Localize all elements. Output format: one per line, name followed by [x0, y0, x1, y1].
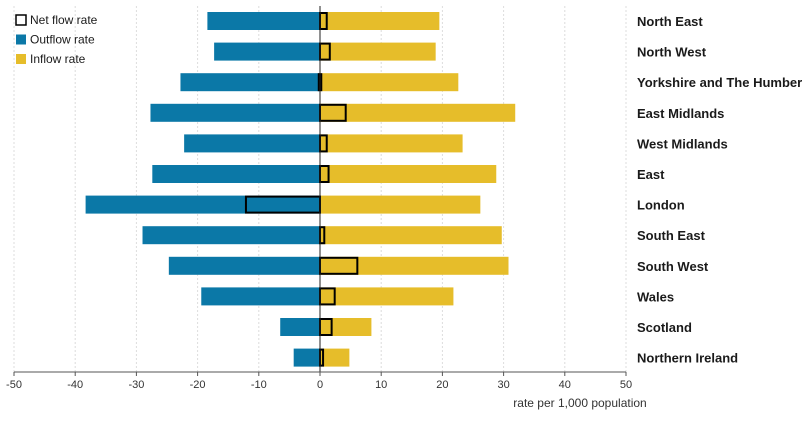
outflow-bar [184, 134, 320, 153]
region-label: Yorkshire and The Humber [637, 75, 802, 90]
inflow-bar [320, 73, 459, 92]
x-axis: -50 -40 -30 -20 -10 0 10 20 30 40 50 [6, 6, 632, 391]
net-flow-bar [319, 318, 333, 336]
x-tick-label: -30 [128, 379, 144, 391]
region-label: West Midlands [637, 136, 728, 151]
legend-net-flow-swatch [15, 14, 27, 26]
outflow-bar [207, 12, 320, 30]
legend-inflow-swatch [16, 54, 26, 64]
x-axis-title: rate per 1,000 population [513, 396, 646, 410]
legend-outflow-swatch [16, 34, 26, 45]
legend-net-flow-label: Net flow rate [30, 13, 98, 27]
outflow-bar [152, 165, 320, 183]
inflow-bar [320, 195, 481, 214]
net-flow-bar [319, 287, 336, 306]
x-tick-label: -50 [6, 379, 22, 391]
net-flow-bar [319, 103, 347, 122]
region-label: South East [637, 228, 706, 243]
legend: Net flow rate Outflow rate Inflow rate [15, 13, 98, 66]
inflow-bar [320, 12, 440, 30]
x-tick-label: -10 [251, 379, 267, 391]
region-label: South West [637, 259, 709, 274]
bars [85, 12, 516, 367]
legend-outflow-label: Outflow rate [30, 33, 95, 47]
outflow-bar [150, 103, 320, 122]
net-flow-bar [319, 165, 330, 183]
inflow-bar [320, 134, 463, 153]
inflow-bar [320, 165, 497, 183]
inflow-bar [320, 226, 502, 245]
net-flow-bar [319, 134, 328, 153]
inflow-bar [320, 42, 436, 61]
net-flow-bar [319, 256, 359, 275]
region-label: Wales [637, 289, 674, 304]
outflow-bar [142, 226, 320, 245]
region-labels: North East North West Yorkshire and The Hu… [637, 14, 802, 366]
region-label: Scotland [637, 320, 692, 335]
outflow-bar [180, 73, 320, 92]
inflow-bar [320, 103, 516, 122]
region-label: London [637, 198, 685, 213]
x-tick-label: 0 [317, 379, 323, 391]
net-flow-bar [319, 42, 331, 61]
inflow-bar [320, 287, 454, 306]
x-tick-label: 40 [559, 379, 571, 391]
x-tick-label: -40 [67, 379, 83, 391]
x-tick-label: 30 [497, 379, 509, 391]
region-label: North West [637, 45, 707, 60]
outflow-bar [280, 318, 320, 336]
outflow-bar [168, 256, 320, 275]
outflow-bar [214, 42, 320, 61]
inflow-bar [320, 256, 509, 275]
inflow-bar [320, 348, 350, 367]
region-label: North East [637, 14, 703, 29]
x-tick-label: 50 [620, 379, 632, 391]
x-tick-label: 20 [436, 379, 448, 391]
x-tick-label: -20 [190, 379, 206, 391]
grid-lines [13, 6, 627, 372]
net-flow-bar [319, 226, 326, 245]
legend-inflow-label: Inflow rate [30, 52, 86, 66]
inflow-bar [320, 318, 372, 336]
region-label: East [637, 167, 665, 182]
outflow-bar [201, 287, 320, 306]
net-flow-bar [319, 12, 328, 30]
region-label: Northern Ireland [637, 351, 738, 366]
x-tick-label: 10 [375, 379, 387, 391]
region-label: East Midlands [637, 106, 724, 121]
outflow-bar [293, 348, 320, 367]
net-flow-bar [244, 195, 321, 214]
